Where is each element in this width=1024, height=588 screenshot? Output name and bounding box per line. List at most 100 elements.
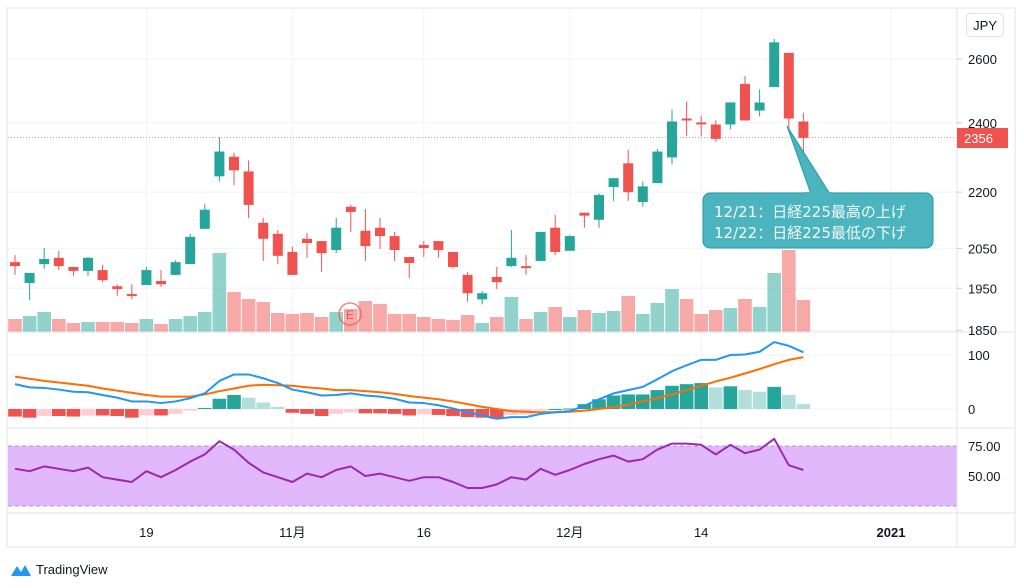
rsi-line xyxy=(14,437,804,489)
macd-histogram-bar xyxy=(227,394,241,409)
macd-histogram-bar xyxy=(154,409,168,416)
macd-histogram-bar xyxy=(125,409,139,418)
rsi-tick-label: 50.00 xyxy=(968,469,1001,484)
volume-bar xyxy=(752,307,767,332)
macd-histogram-bar xyxy=(490,409,504,419)
candle-up xyxy=(170,262,181,275)
candle-down xyxy=(243,171,254,205)
time-tick-label: 11月 xyxy=(279,525,306,540)
candle-down xyxy=(521,266,531,269)
price-axis[interactable]: 2600 2400 2200 2050 1950 1850 100 0 75.00 50.00 xyxy=(957,52,1001,484)
volume-bar xyxy=(577,310,592,332)
macd-histogram-bar xyxy=(548,409,562,410)
volume-bar xyxy=(504,297,519,332)
macd-histogram-bar xyxy=(81,409,95,416)
macd-histogram-bar xyxy=(694,383,708,409)
time-tick-label: 2021 xyxy=(877,525,906,540)
macd-histogram-bar xyxy=(752,391,767,409)
volume-bar xyxy=(621,296,635,332)
macd-histogram-bar xyxy=(767,386,781,409)
earnings-marker[interactable]: E xyxy=(338,302,362,326)
candle-down xyxy=(462,274,473,294)
chart-frame xyxy=(6,7,1016,548)
brand-label: TradingView xyxy=(36,562,108,577)
macd-histogram-bar xyxy=(475,409,489,418)
time-tick-label: 12月 xyxy=(556,525,583,540)
candle-down xyxy=(258,222,269,239)
volume-bar xyxy=(402,314,416,332)
callout-joint xyxy=(804,192,832,195)
volume-bar xyxy=(256,302,270,332)
macd-histogram-bar xyxy=(402,409,416,416)
macd-histogram-bar xyxy=(417,409,431,415)
candle-up xyxy=(83,257,93,271)
volume-bars xyxy=(8,250,811,332)
candle-down xyxy=(112,286,123,290)
volume-bar xyxy=(110,322,124,332)
macd-histogram-bar xyxy=(782,394,796,409)
candle-up xyxy=(331,227,342,250)
macd-histogram-bar xyxy=(358,409,373,414)
time-axis[interactable]: 19 11月 16 12月 14 2021 xyxy=(139,525,905,540)
candle-down xyxy=(156,280,166,285)
macd-histogram-bar xyxy=(314,409,329,417)
callout-line-1: 12/21：日経225最高の上げ xyxy=(714,203,906,221)
candle-down xyxy=(491,276,502,283)
candle-down xyxy=(404,257,415,263)
callout-line-2: 12/22：日経225最低の下げ xyxy=(714,224,906,242)
price-tick-label: 2600 xyxy=(968,52,997,67)
candle-down xyxy=(579,212,590,216)
volume-bar xyxy=(241,299,256,332)
candle-up xyxy=(199,209,210,229)
tradingview-logo-icon xyxy=(11,564,31,576)
volume-bar xyxy=(212,253,227,332)
currency-button[interactable]: JPY xyxy=(966,13,1004,37)
macd-histogram-bar xyxy=(738,390,752,409)
volume-bar xyxy=(52,319,66,332)
volume-bar xyxy=(271,313,285,332)
candle-up xyxy=(637,186,648,202)
volume-bar xyxy=(314,317,329,332)
macd-histogram-bar xyxy=(95,409,110,416)
volume-bar xyxy=(782,250,796,332)
callout[interactable]: 12/21：日経225最高の上げ 12/22：日経225最低の下げ xyxy=(702,125,934,249)
candle-down xyxy=(302,238,312,243)
volume-bar xyxy=(490,317,504,332)
candle-down xyxy=(783,52,794,119)
candle-up xyxy=(667,121,677,158)
candle-down xyxy=(375,227,385,237)
volume-bar xyxy=(694,314,708,332)
macd-histogram-bar xyxy=(592,399,606,409)
callout-pointer xyxy=(786,125,831,195)
time-tick-label: 19 xyxy=(139,525,153,540)
candle-down xyxy=(433,241,444,250)
macd-histogram-bar xyxy=(723,386,738,409)
macd-histogram-bar xyxy=(37,409,51,417)
candle-down xyxy=(418,244,429,249)
volume-bar xyxy=(665,289,679,332)
tradingview-brand[interactable]: TradingView xyxy=(10,562,108,577)
macd-histogram-bar xyxy=(241,397,256,409)
price-tick-label: 1850 xyxy=(968,323,997,338)
candle-down xyxy=(316,241,327,254)
candle-up xyxy=(725,102,736,125)
macd-histogram-bar xyxy=(139,409,154,416)
volume-bar xyxy=(650,303,665,332)
candle-up xyxy=(214,151,225,177)
candle-down xyxy=(681,118,692,121)
macd-histogram-bar xyxy=(344,409,358,413)
candle-down xyxy=(272,233,283,256)
last-price-badge xyxy=(957,128,1008,148)
volume-bar xyxy=(796,300,811,332)
candle-down xyxy=(287,251,298,275)
volume-bar xyxy=(168,319,183,332)
candle-up xyxy=(652,151,663,184)
candle-up xyxy=(535,231,546,261)
macd-histogram-bar xyxy=(271,406,285,409)
candle-down xyxy=(68,266,79,271)
outer-frame xyxy=(6,7,1016,548)
macd-histogram-bar xyxy=(796,404,811,409)
volume-bar xyxy=(606,311,621,332)
candle-down xyxy=(360,230,371,247)
